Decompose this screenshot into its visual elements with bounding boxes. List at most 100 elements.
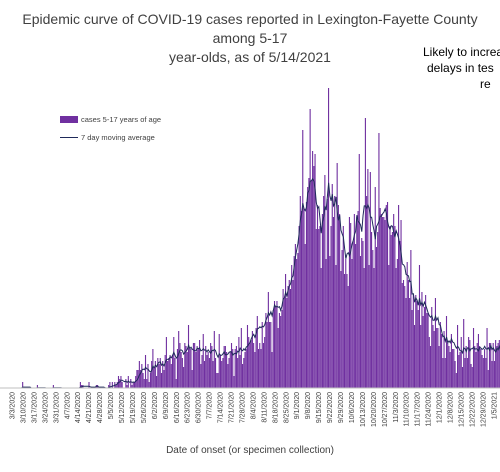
- bar: [340, 271, 342, 388]
- bar: [439, 322, 441, 388]
- bar: [160, 373, 163, 388]
- x-axis-label: Date of onset (or specimen collection): [166, 445, 334, 456]
- bar: [269, 322, 271, 388]
- bar: [237, 358, 239, 388]
- bar: [212, 361, 214, 388]
- bar: [315, 229, 317, 388]
- bar: [197, 349, 199, 388]
- bar: [490, 343, 492, 388]
- bar: [363, 268, 365, 388]
- bar: [223, 346, 225, 388]
- x-tick-label: 9/15/2020: [316, 392, 323, 423]
- bar: [400, 220, 402, 388]
- bar: [407, 280, 409, 388]
- x-tick-label: 7/14/2020: [218, 392, 225, 423]
- bar: [498, 340, 500, 388]
- bar: [143, 379, 145, 388]
- bar: [36, 385, 38, 388]
- bar: [394, 226, 396, 388]
- bar: [302, 130, 304, 388]
- bar: [357, 211, 359, 388]
- bar: [235, 346, 237, 388]
- bar: [287, 286, 289, 388]
- bar: [121, 382, 123, 388]
- bar: [180, 352, 182, 388]
- x-tick-label: 9/8/2020: [305, 392, 312, 419]
- bar: [233, 376, 235, 388]
- bar: [367, 169, 369, 388]
- bar: [217, 373, 219, 388]
- bar: [292, 280, 294, 388]
- bar: [366, 196, 368, 388]
- x-tick-label: 6/30/2020: [196, 392, 203, 423]
- bar: [320, 268, 322, 388]
- bar: [425, 295, 427, 388]
- bar: [300, 211, 303, 388]
- bar: [186, 352, 188, 388]
- bar: [464, 358, 466, 388]
- x-tick-label: 4/21/2020: [86, 392, 93, 423]
- bar: [482, 358, 484, 388]
- bar: [377, 232, 379, 388]
- bar: [303, 208, 305, 388]
- bar: [475, 352, 477, 388]
- x-tick-label: 8/18/2020: [272, 392, 279, 423]
- bar: [108, 385, 110, 388]
- bar: [245, 349, 247, 388]
- x-tick-label: 11/10/2020: [404, 392, 411, 427]
- bar: [432, 325, 434, 388]
- bar: [426, 313, 428, 388]
- bar: [402, 280, 405, 388]
- bar: [224, 346, 226, 388]
- bar: [195, 352, 197, 388]
- bar: [238, 337, 240, 388]
- bar: [383, 217, 385, 388]
- bar: [153, 367, 155, 388]
- x-tick-label: 3/17/2020: [31, 392, 38, 423]
- bar: [151, 361, 153, 388]
- bar: [79, 382, 81, 388]
- bar: [187, 325, 190, 388]
- annotation-line-1: Likely to increase: [423, 45, 500, 59]
- bar: [346, 274, 348, 388]
- bar: [347, 286, 349, 388]
- bar: [226, 352, 228, 388]
- x-tick-label: 7/21/2020: [229, 392, 236, 423]
- x-tick-label: 9/1/2020: [294, 392, 301, 419]
- bar: [412, 295, 414, 388]
- bar: [488, 343, 491, 388]
- bar: [205, 346, 207, 388]
- bar: [294, 244, 296, 388]
- bar: [414, 325, 416, 388]
- bar: [330, 226, 332, 388]
- bar: [416, 301, 418, 388]
- bar: [293, 256, 295, 388]
- bar: [410, 250, 412, 388]
- bar: [358, 154, 360, 388]
- bar: [328, 88, 330, 388]
- bar: [154, 361, 156, 388]
- bar: [352, 241, 354, 388]
- bar: [175, 379, 177, 388]
- bar: [159, 358, 161, 388]
- bar: [273, 301, 276, 388]
- bar: [422, 316, 424, 388]
- bar: [385, 205, 387, 388]
- bar: [438, 346, 440, 388]
- bar: [334, 196, 336, 388]
- x-tick-label: 6/9/2020: [163, 392, 170, 419]
- bar-series: [22, 88, 500, 388]
- bar: [341, 250, 343, 388]
- x-tick-label: 3/3/2020: [10, 392, 17, 419]
- bar: [405, 298, 407, 388]
- bar: [232, 349, 234, 388]
- moving-average-line: [0, 177, 500, 389]
- bar: [326, 199, 328, 388]
- bar: [111, 382, 113, 388]
- bar: [156, 376, 158, 388]
- bar: [411, 310, 413, 388]
- bar: [356, 217, 358, 388]
- annotation-line-3: re: [480, 77, 491, 91]
- bar: [314, 154, 316, 388]
- bar: [359, 256, 362, 388]
